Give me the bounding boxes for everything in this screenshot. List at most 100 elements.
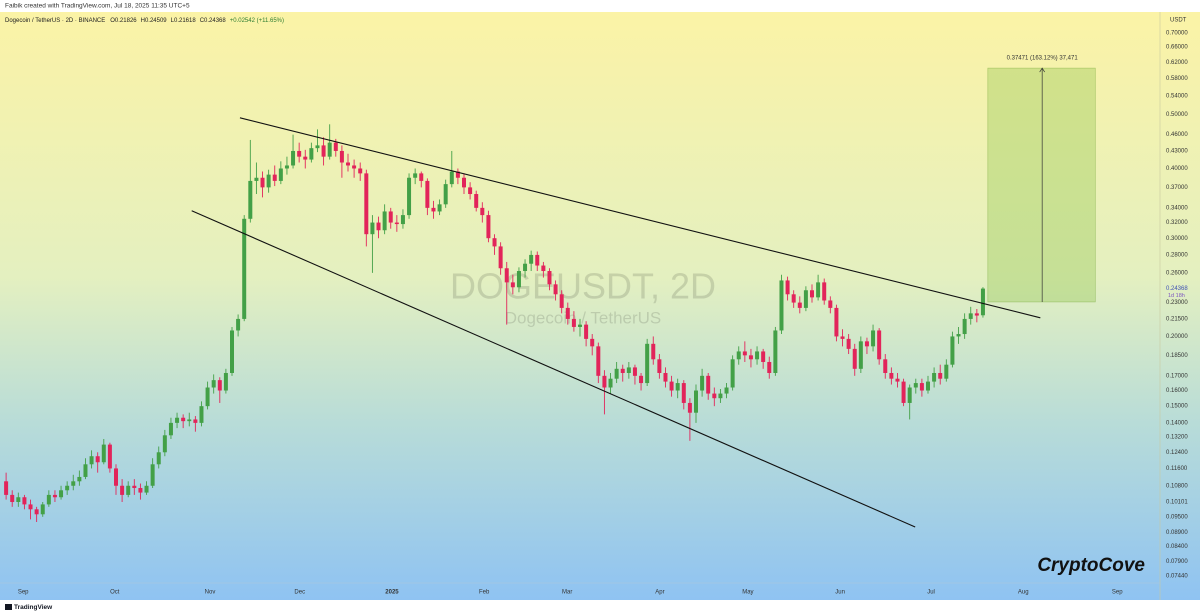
candle-body (266, 174, 271, 188)
ohlc-close: C0.24368 (200, 18, 227, 24)
candle-body (376, 222, 381, 231)
candle-body (217, 380, 222, 391)
candle-body (748, 355, 753, 360)
candle-body (559, 294, 564, 308)
candle-body (223, 372, 228, 391)
candle-body (584, 324, 589, 339)
countdown-label: 1d 18h (1168, 293, 1185, 299)
y-tick-label: 0.17000 (1166, 373, 1188, 379)
ohlc-high: H0.24509 (141, 18, 168, 24)
y-tick-label: 0.16000 (1166, 388, 1188, 394)
candle-body (120, 485, 125, 495)
candle-body (883, 359, 888, 373)
candle-body (236, 318, 241, 331)
candle-body (938, 372, 943, 379)
signature: CryptoCove (1037, 555, 1145, 576)
y-tick-label: 0.13200 (1166, 435, 1188, 441)
candle-body (504, 268, 509, 283)
candle-body (486, 215, 491, 239)
candle-body (156, 452, 161, 465)
candle-body (834, 307, 839, 337)
candle-body (468, 187, 473, 195)
y-tick-label: 0.07900 (1166, 559, 1188, 565)
watermark: DOGEUSDT, 2D (450, 266, 716, 307)
candle-body (114, 468, 118, 486)
trendline (239, 117, 1041, 319)
y-tick-label: 0.28000 (1166, 252, 1188, 258)
x-tick-label: Sep (18, 590, 29, 596)
candle-body (681, 383, 686, 403)
x-tick-label: Apr (655, 590, 664, 596)
x-tick-label: Oct (110, 590, 120, 596)
candle-body (211, 380, 216, 388)
y-tick-label: 0.14000 (1166, 420, 1188, 426)
candle-body (193, 419, 198, 423)
y-tick-label: 0.58000 (1166, 76, 1188, 82)
candle-body (675, 383, 680, 391)
candle-body (620, 368, 625, 373)
logo-mark (5, 604, 12, 610)
legend-line: Dogecoin / TetherUS · 2D · BINANCE O0.218… (5, 18, 284, 24)
candle-body (590, 338, 595, 347)
candle-body (785, 280, 790, 295)
candle-body (895, 378, 900, 382)
candle-body (83, 464, 88, 477)
candle-body (779, 280, 784, 331)
candle-body (828, 300, 833, 308)
candle-body (632, 367, 637, 376)
candle-body (230, 330, 234, 373)
y-tick-label: 0.37000 (1166, 185, 1188, 191)
y-tick-label: 0.07440 (1166, 574, 1188, 580)
x-tick-label: Nov (205, 590, 216, 596)
axis-unit: USDT (1170, 18, 1187, 24)
candle-body (712, 393, 717, 399)
target-box (987, 67, 1096, 303)
x-tick-label: Dec (294, 590, 305, 596)
trendline (191, 210, 916, 528)
candle-body (700, 375, 705, 391)
x-tick-label: Aug (1018, 590, 1029, 596)
candle-body (175, 417, 180, 423)
candle-body (4, 481, 9, 495)
candle-body (205, 387, 210, 407)
candle-body (529, 254, 534, 264)
candle-body (272, 174, 277, 181)
candle-body (144, 485, 149, 493)
candle-body (730, 359, 735, 388)
candle-body (71, 481, 76, 486)
candle-body (877, 330, 882, 360)
candle-body (181, 417, 186, 422)
candle-body (840, 336, 845, 339)
candle-body (608, 378, 613, 388)
candle-body (755, 351, 760, 360)
candle-body (651, 343, 656, 360)
candle-body (126, 485, 131, 495)
y-tick-label: 0.43000 (1166, 149, 1188, 155)
y-tick-label: 0.54000 (1166, 93, 1188, 99)
candle-body (553, 284, 558, 295)
x-tick-label: Mar (562, 590, 572, 596)
candle-body (248, 180, 253, 219)
candle-body (303, 156, 308, 160)
candle-body (168, 422, 173, 436)
header-bar (0, 0, 1200, 12)
candle-body (687, 402, 692, 413)
candle-body (382, 211, 387, 231)
footer-bar (0, 600, 1200, 616)
x-tick-label: May (742, 590, 753, 596)
candle-body (46, 494, 51, 505)
candle-body (419, 173, 424, 181)
candle-body (95, 456, 100, 463)
candle-body (932, 372, 937, 382)
candle-body (22, 497, 27, 505)
candle-body (498, 246, 503, 269)
candle-body (474, 194, 479, 208)
candle-body (907, 387, 912, 403)
candle-body (767, 361, 772, 373)
y-tick-label: 0.46000 (1166, 132, 1188, 138)
y-tick-label: 0.40000 (1166, 166, 1188, 172)
candle-body (59, 490, 64, 498)
candle-body (578, 324, 582, 327)
y-tick-label: 0.62000 (1166, 60, 1188, 66)
logo-text: TradingView (14, 604, 53, 611)
